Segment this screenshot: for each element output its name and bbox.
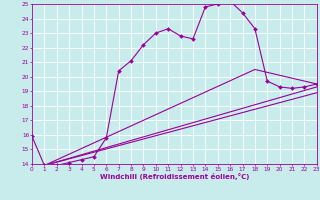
X-axis label: Windchill (Refroidissement éolien,°C): Windchill (Refroidissement éolien,°C)	[100, 173, 249, 180]
